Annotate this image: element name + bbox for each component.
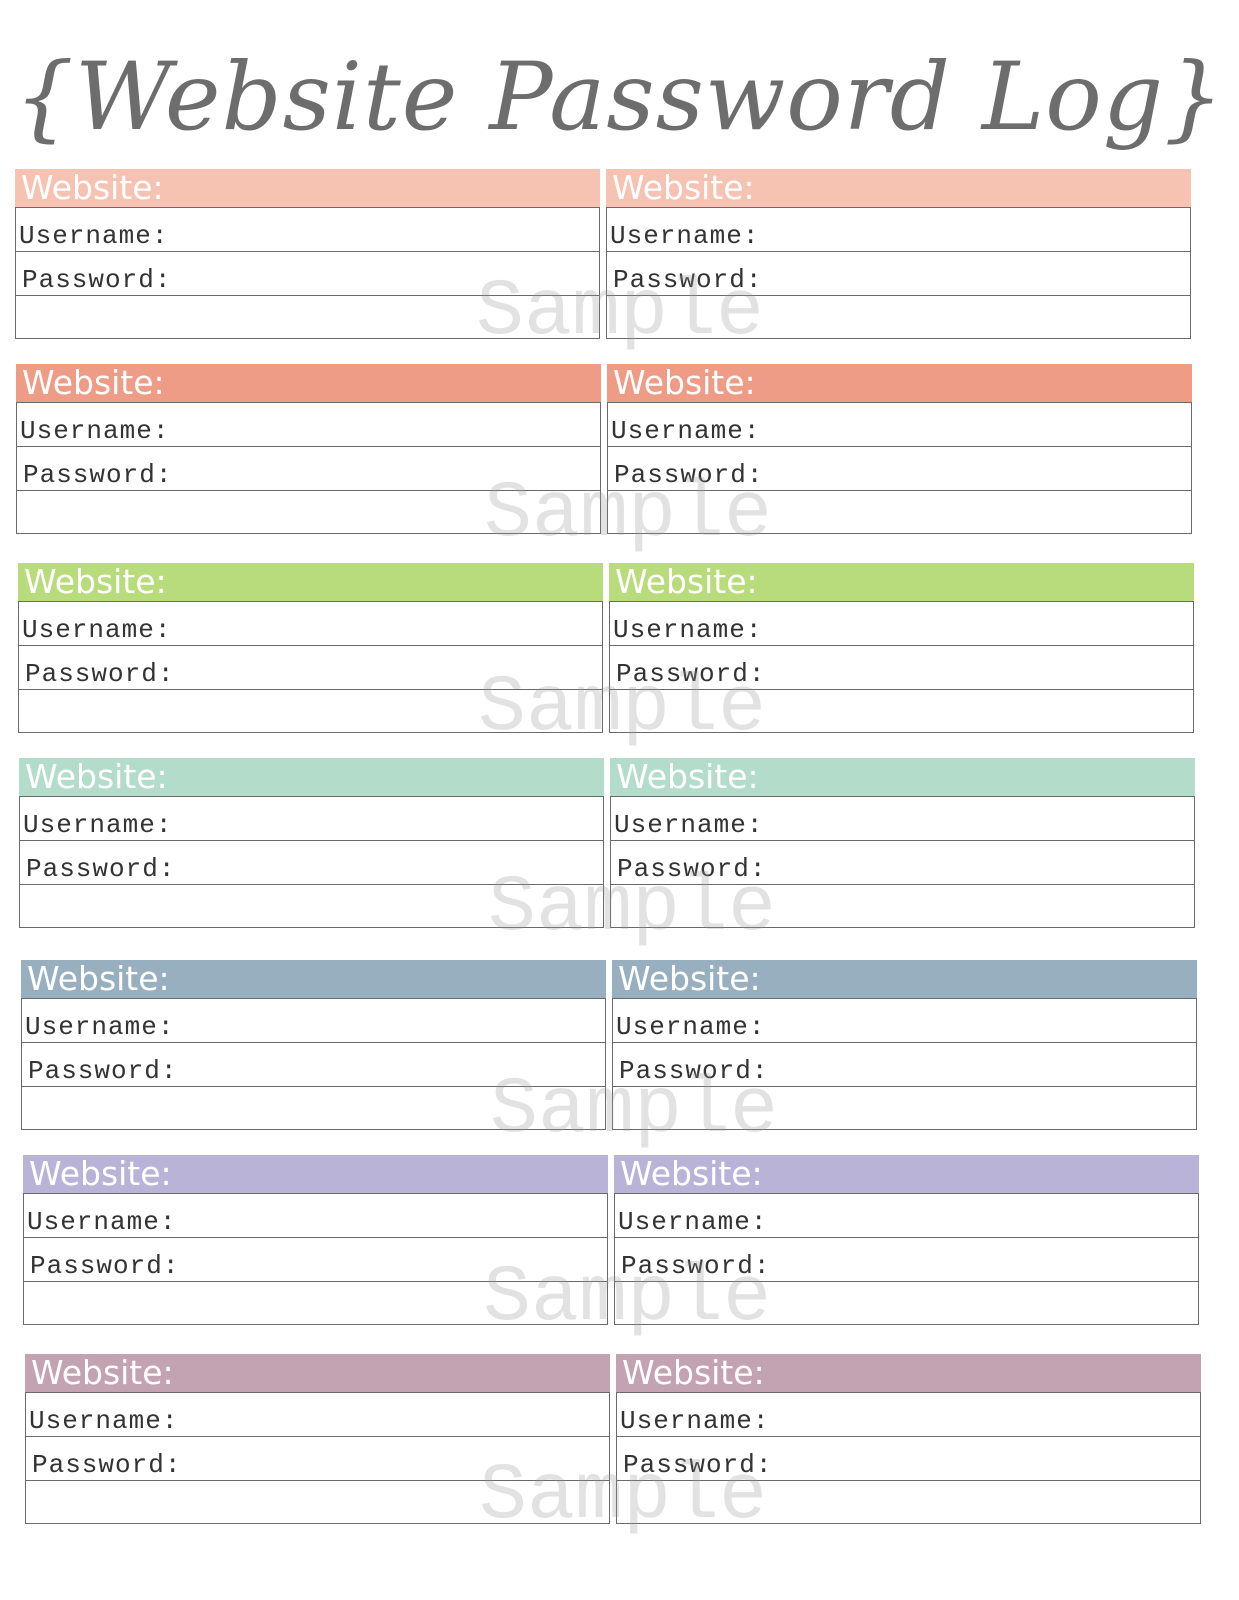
entry-block: Website: Username: Password:: [15, 169, 600, 339]
password-field[interactable]: Password:: [615, 1238, 1198, 1282]
entry-box: Username: Password:: [612, 998, 1197, 1130]
entry-block: Website: Username: Password:: [616, 1354, 1201, 1524]
username-field[interactable]: Username:: [607, 208, 1190, 252]
website-header[interactable]: Website:: [25, 1354, 610, 1392]
entry-box: Username: Password:: [614, 1193, 1199, 1325]
entry-block: Website: Username: Password:: [610, 758, 1195, 928]
username-field[interactable]: Username:: [613, 999, 1196, 1043]
entry-box: Username: Password:: [616, 1392, 1201, 1524]
password-field[interactable]: Password:: [24, 1238, 607, 1282]
website-header[interactable]: Website:: [614, 1155, 1199, 1193]
username-field[interactable]: Username:: [16, 208, 599, 252]
entry-box: Username: Password:: [21, 998, 606, 1130]
website-header[interactable]: Website:: [612, 960, 1197, 998]
password-field[interactable]: Password:: [16, 252, 599, 296]
notes-field[interactable]: [607, 296, 1190, 338]
password-field[interactable]: Password:: [613, 1043, 1196, 1087]
website-header[interactable]: Website:: [18, 563, 603, 601]
notes-field[interactable]: [611, 885, 1194, 927]
username-field[interactable]: Username:: [617, 1393, 1200, 1437]
entry-box: Username: Password:: [15, 207, 600, 339]
username-field[interactable]: Username:: [22, 999, 605, 1043]
notes-field[interactable]: [17, 491, 600, 533]
notes-field[interactable]: [22, 1087, 605, 1129]
password-field[interactable]: Password:: [608, 447, 1191, 491]
website-header[interactable]: Website:: [23, 1155, 608, 1193]
password-field[interactable]: Password:: [617, 1437, 1200, 1481]
password-field[interactable]: Password:: [611, 841, 1194, 885]
password-field[interactable]: Password:: [20, 841, 603, 885]
website-header[interactable]: Website:: [610, 758, 1195, 796]
website-header[interactable]: Website:: [606, 169, 1191, 207]
username-field[interactable]: Username:: [20, 797, 603, 841]
notes-field[interactable]: [617, 1481, 1200, 1523]
username-field[interactable]: Username:: [17, 403, 600, 447]
entry-block: Website: Username: Password:: [614, 1155, 1199, 1325]
notes-field[interactable]: [26, 1481, 609, 1523]
password-field[interactable]: Password:: [17, 447, 600, 491]
page-title: {Website Password Log}: [14, 43, 1225, 152]
entry-box: Username: Password:: [19, 796, 604, 928]
username-field[interactable]: Username:: [610, 602, 1193, 646]
entry-block: Website: Username: Password:: [609, 563, 1194, 733]
password-field[interactable]: Password:: [19, 646, 602, 690]
password-field[interactable]: Password:: [610, 646, 1193, 690]
entry-box: Username: Password:: [23, 1193, 608, 1325]
entry-block: Website: Username: Password:: [607, 364, 1192, 534]
password-field[interactable]: Password:: [607, 252, 1190, 296]
entry-block: Website: Username: Password:: [16, 364, 601, 534]
website-header[interactable]: Website:: [609, 563, 1194, 601]
password-field[interactable]: Password:: [26, 1437, 609, 1481]
entry-block: Website: Username: Password:: [21, 960, 606, 1130]
website-header[interactable]: Website:: [15, 169, 600, 207]
password-field[interactable]: Password:: [22, 1043, 605, 1087]
entry-box: Username: Password:: [606, 207, 1191, 339]
entry-box: Username: Password:: [609, 601, 1194, 733]
username-field[interactable]: Username:: [24, 1194, 607, 1238]
notes-field[interactable]: [20, 885, 603, 927]
entry-block: Website: Username: Password:: [23, 1155, 608, 1325]
notes-field[interactable]: [610, 690, 1193, 732]
notes-field[interactable]: [19, 690, 602, 732]
entry-block: Website: Username: Password:: [18, 563, 603, 733]
website-header[interactable]: Website:: [19, 758, 604, 796]
entry-box: Username: Password:: [610, 796, 1195, 928]
notes-field[interactable]: [16, 296, 599, 338]
website-header[interactable]: Website:: [607, 364, 1192, 402]
notes-field[interactable]: [24, 1282, 607, 1324]
entry-box: Username: Password:: [25, 1392, 610, 1524]
notes-field[interactable]: [608, 491, 1191, 533]
username-field[interactable]: Username:: [19, 602, 602, 646]
entry-box: Username: Password:: [18, 601, 603, 733]
website-header[interactable]: Website:: [616, 1354, 1201, 1392]
username-field[interactable]: Username:: [611, 797, 1194, 841]
notes-field[interactable]: [615, 1282, 1198, 1324]
entry-block: Website: Username: Password:: [19, 758, 604, 928]
website-header[interactable]: Website:: [21, 960, 606, 998]
username-field[interactable]: Username:: [26, 1393, 609, 1437]
username-field[interactable]: Username:: [615, 1194, 1198, 1238]
username-field[interactable]: Username:: [608, 403, 1191, 447]
entry-block: Website: Username: Password:: [612, 960, 1197, 1130]
entry-block: Website: Username: Password:: [606, 169, 1191, 339]
entry-block: Website: Username: Password:: [25, 1354, 610, 1524]
website-header[interactable]: Website:: [16, 364, 601, 402]
notes-field[interactable]: [613, 1087, 1196, 1129]
entry-box: Username: Password:: [16, 402, 601, 534]
entry-box: Username: Password:: [607, 402, 1192, 534]
